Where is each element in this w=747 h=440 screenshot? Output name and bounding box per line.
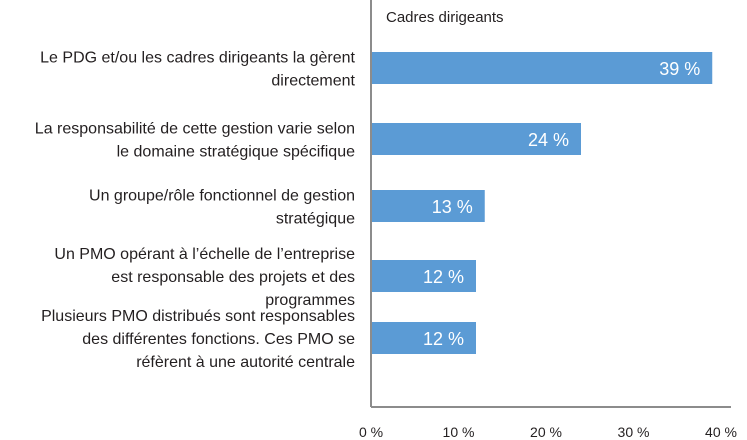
bar <box>372 52 713 84</box>
data-label: 39 % <box>659 59 700 79</box>
category-label-line: Un PMO opérant à l’échelle de l’entrepri… <box>54 246 355 263</box>
legend-label: Cadres dirigeants <box>386 9 504 26</box>
category-label-line: programmes <box>265 292 355 309</box>
data-label: 12 % <box>423 267 464 287</box>
x-tick-label: 20 % <box>530 424 562 440</box>
category-label: La responsabilité de cette gestion varie… <box>35 121 355 161</box>
x-tick-label: 30 % <box>618 424 650 440</box>
category-label-line: directement <box>271 73 355 90</box>
x-tick-label: 40 % <box>705 424 737 440</box>
bar <box>372 322 476 354</box>
x-tick-label: 0 % <box>359 424 383 440</box>
bar <box>372 123 581 155</box>
data-label: 12 % <box>423 329 464 349</box>
category-label-line: le domaine stratégique spécifique <box>117 144 355 161</box>
category-label: Un PMO opérant à l’échelle de l’entrepri… <box>54 246 355 309</box>
category-label-line: des différentes fonctions. Ces PMO se <box>82 331 355 348</box>
data-label: 13 % <box>432 197 473 217</box>
category-label: Un groupe/rôle fonctionnel de gestion str… <box>89 188 355 228</box>
category-label-line: stratégique <box>276 211 355 228</box>
category-label-line: Plusieurs PMO distribués sont responsabl… <box>41 308 355 325</box>
category-label-line: Le PDG et/ou les cadres dirigeants la gè… <box>40 50 355 67</box>
category-label-line: Un groupe/rôle fonctionnel de gestion <box>89 188 355 205</box>
category-label-line: est responsable des projets et des <box>111 269 355 286</box>
category-label: Plusieurs PMO distribués sont responsabl… <box>41 308 355 371</box>
data-label: 24 % <box>528 130 569 150</box>
category-label-line: réfèrent à une autorité centrale <box>136 354 355 371</box>
bar <box>372 190 485 222</box>
bar <box>372 260 476 292</box>
x-tick-label: 10 % <box>443 424 475 440</box>
category-label-line: La responsabilité de cette gestion varie… <box>35 121 355 138</box>
category-label: Le PDG et/ou les cadres dirigeants la gè… <box>40 50 355 90</box>
